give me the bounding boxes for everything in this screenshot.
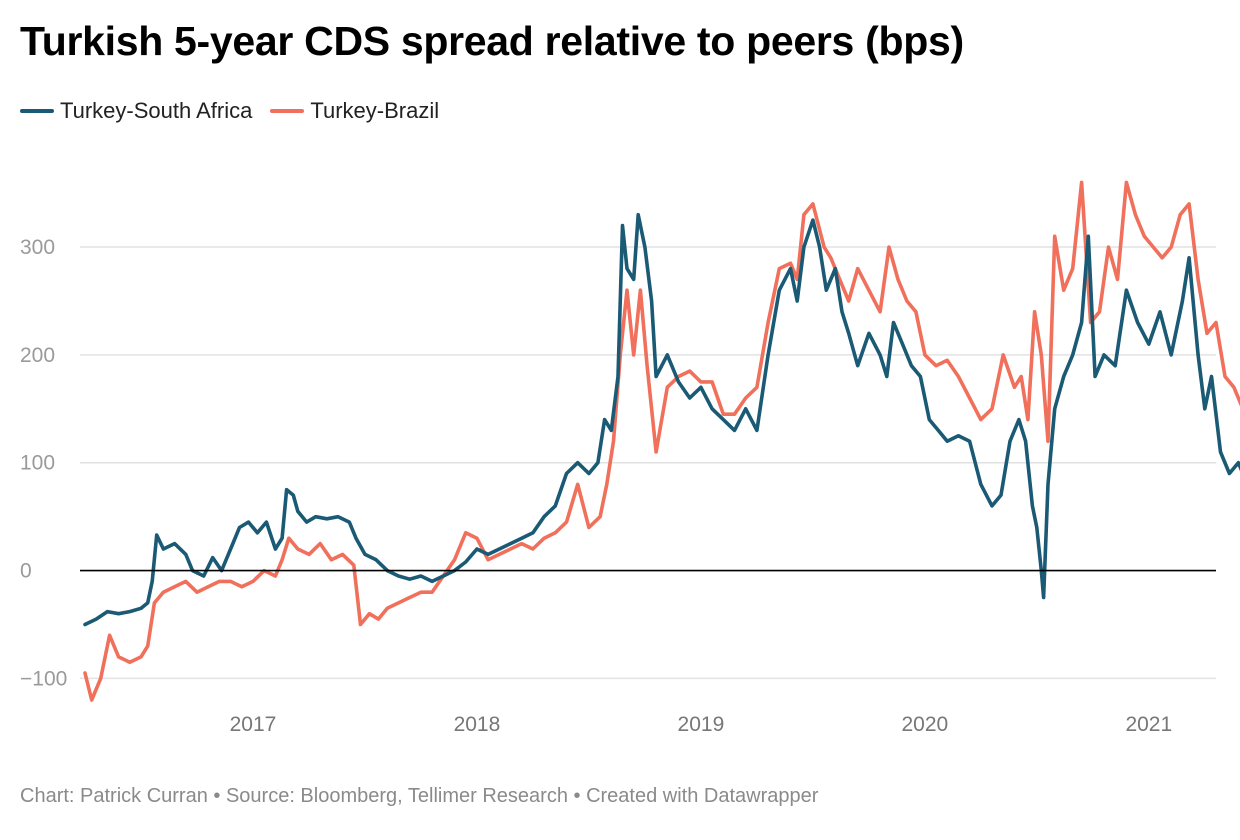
y-tick-label: 100 [20,452,55,475]
chart-title: Turkish 5-year CDS spread relative to pe… [20,18,964,64]
legend-item-turkey-brazil: Turkey-Brazil [270,98,439,124]
x-tick-label: 2017 [230,713,277,736]
x-tick-label: 2021 [1125,713,1172,736]
legend-swatch-turkey-brazil [270,109,305,113]
y-tick-label: 200 [20,344,55,367]
chart-legend: Turkey-South Africa Turkey-Brazil [20,98,457,124]
x-tick-label: 2018 [454,713,501,736]
y-tick-label: 300 [20,236,55,259]
legend-swatch-turkey-south-africa [20,109,54,113]
chart-footer: Chart: Patrick Curran • Source: Bloomber… [20,785,819,807]
series-line-turkey-brazil [83,180,1240,702]
legend-label-turkey-brazil: Turkey-Brazil [310,98,440,123]
y-tick-label: 0 [20,560,32,583]
y-tick-label: −100 [20,667,67,690]
series-line-turkey-south-africa [83,212,1240,627]
x-tick-label: 2019 [678,713,725,736]
x-tick-label: 2020 [901,713,948,736]
axis-layer: −100 0 100 200 300 2017 2018 2019 2020 2021 [20,236,1216,736]
legend-item-turkey-south-africa: Turkey-South Africa [20,98,252,124]
series-layer [83,180,1240,702]
grid-layer [80,246,1216,680]
legend-label-turkey-south-africa: Turkey-South Africa [60,98,253,123]
